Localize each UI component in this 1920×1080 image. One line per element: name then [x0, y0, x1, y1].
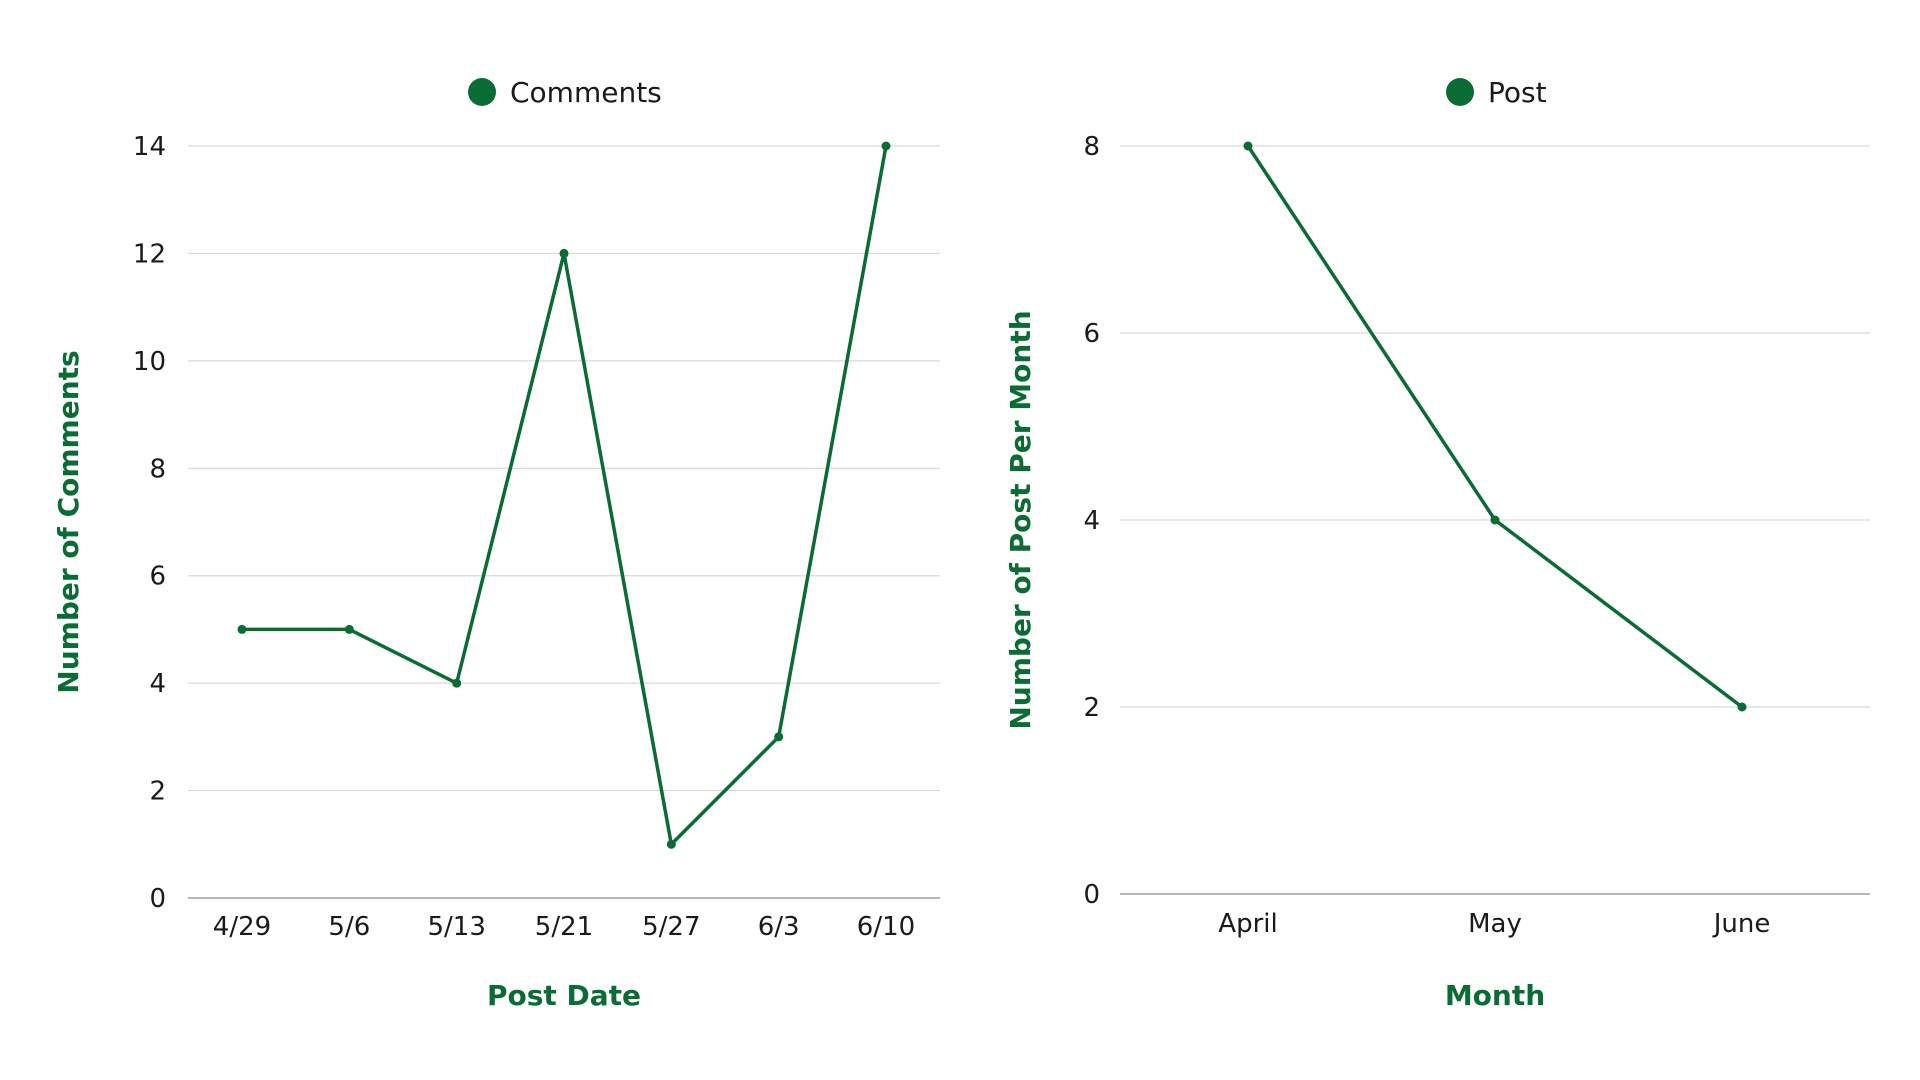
- y-axis-title: Number of Post Per Month: [1004, 310, 1037, 729]
- data-point: [344, 624, 354, 634]
- y-tick-label: 4: [1083, 506, 1100, 536]
- data-point: [1737, 702, 1747, 712]
- y-tick-label: 6: [149, 562, 166, 592]
- y-tick-label: 6: [1083, 319, 1100, 349]
- x-axis-title: Post Date: [487, 979, 641, 1012]
- y-tick-label: 14: [133, 132, 166, 162]
- legend: Comments: [468, 76, 662, 109]
- x-tick-label: 5/13: [427, 912, 485, 942]
- x-tick-label: June: [1712, 909, 1771, 939]
- series-line: [1246, 144, 1744, 709]
- legend-label: Comments: [510, 76, 662, 109]
- x-tick-label: May: [1468, 909, 1522, 939]
- y-tick-label: 10: [133, 347, 166, 377]
- data-point: [237, 624, 247, 634]
- legend-marker: [468, 78, 496, 106]
- y-axis-title: Number of Comments: [52, 350, 85, 693]
- data-point: [881, 141, 891, 151]
- x-tick-label: April: [1218, 909, 1277, 939]
- x-tick-label: 6/10: [857, 912, 915, 942]
- data-point: [559, 248, 569, 258]
- y-tick-label: 4: [149, 669, 166, 699]
- y-tick-label: 0: [149, 884, 166, 914]
- posts-chart: 0 2 4 6 8 April May June Month Number of Post Per…: [1004, 76, 1870, 1012]
- data-point: [1490, 515, 1500, 525]
- y-tick-label: 2: [149, 777, 166, 807]
- x-tick-label: 4/29: [213, 912, 271, 942]
- data-point: [666, 839, 676, 849]
- x-tick-label: 6/3: [758, 912, 800, 942]
- legend-label: Post: [1488, 76, 1547, 109]
- legend: Post: [1446, 76, 1547, 109]
- legend-marker: [1446, 78, 1474, 106]
- x-tick-label: 5/21: [535, 912, 593, 942]
- data-point: [774, 732, 784, 742]
- x-axis-title: Month: [1445, 979, 1545, 1012]
- y-tick-label: 8: [149, 454, 166, 484]
- data-point: [452, 678, 462, 688]
- x-tick-label: 5/27: [642, 912, 700, 942]
- x-tick-label: 5/6: [328, 912, 370, 942]
- y-tick-label: 12: [133, 239, 166, 269]
- data-point: [1243, 141, 1253, 151]
- y-tick-label: 0: [1083, 880, 1100, 910]
- y-tick-label: 8: [1083, 132, 1100, 162]
- y-tick-label: 2: [1083, 693, 1100, 723]
- comments-chart: 0 2 4 6 8 10 12 14 4/29 5/6 5/13 5/21 5/27 6/3 6/10 Pos…: [52, 76, 940, 1012]
